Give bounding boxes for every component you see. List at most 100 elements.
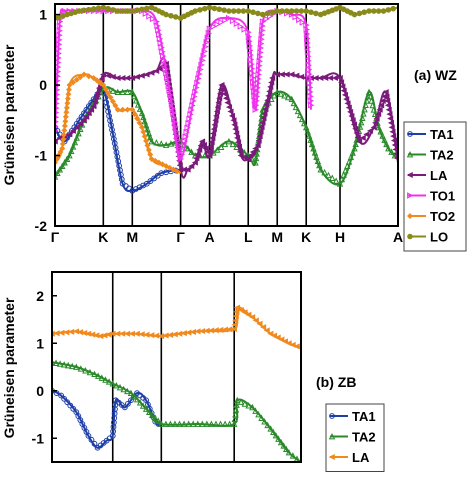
- data-point: [245, 28, 252, 36]
- data-point: [56, 22, 64, 30]
- data-point: [307, 97, 315, 105]
- data-point: [145, 129, 153, 137]
- data-point: [267, 330, 274, 337]
- data-point: [270, 332, 278, 339]
- data-point: [162, 332, 169, 339]
- data-point: [153, 67, 160, 74]
- data-point: [269, 74, 276, 82]
- data-point: [75, 129, 82, 137]
- data-point: [153, 18, 160, 25]
- y-tick-label: -1: [35, 148, 48, 164]
- data-point: [175, 142, 182, 149]
- data-point: [55, 91, 61, 98]
- data-point: [370, 106, 378, 113]
- data-point: [162, 141, 170, 148]
- data-point: [133, 330, 140, 337]
- x-symmetry-label: H: [335, 229, 345, 245]
- data-point: [252, 145, 259, 152]
- data-point: [256, 132, 263, 140]
- data-point: [339, 83, 346, 90]
- data-point: [196, 70, 203, 78]
- data-point: [226, 14, 233, 22]
- data-point: [288, 71, 295, 78]
- data-point: [350, 121, 357, 128]
- data-point: [179, 146, 187, 154]
- data-point: [235, 143, 242, 150]
- data-point: [162, 65, 169, 73]
- data-point: [231, 321, 238, 328]
- data-point: [133, 395, 141, 403]
- data-point: [202, 145, 209, 152]
- data-point: [158, 420, 165, 427]
- data-point: [185, 420, 192, 427]
- data-point: [81, 71, 87, 78]
- y-tick-label: -2: [35, 218, 48, 234]
- data-point: [134, 7, 140, 13]
- data-point: [255, 10, 261, 17]
- data-point: [93, 94, 100, 101]
- data-point: [82, 367, 89, 374]
- data-point: [259, 27, 266, 34]
- data-point: [196, 146, 203, 153]
- data-point: [58, 392, 65, 399]
- data-point: [381, 136, 388, 143]
- data-point: [61, 122, 68, 129]
- data-point: [180, 420, 188, 427]
- data-point: [61, 395, 68, 402]
- data-point: [130, 392, 138, 400]
- data-point: [304, 44, 312, 51]
- data-point: [188, 163, 195, 170]
- data-point: [201, 5, 208, 12]
- data-point: [201, 48, 208, 55]
- data-point: [93, 77, 100, 84]
- data-point: [140, 128, 147, 135]
- x-symmetry-label: K: [301, 229, 311, 245]
- data-point: [258, 40, 265, 47]
- data-point: [148, 69, 155, 76]
- data-point: [245, 8, 252, 14]
- legend-label: TA2: [352, 430, 376, 445]
- data-point: [366, 127, 374, 134]
- data-point: [216, 95, 223, 102]
- data-point: [288, 95, 295, 103]
- data-point: [219, 86, 226, 93]
- data-point: [109, 73, 116, 80]
- data-point: [256, 58, 263, 65]
- data-point: [55, 96, 60, 102]
- data-point: [338, 175, 346, 183]
- data-point: [389, 128, 396, 135]
- data-point: [384, 102, 391, 109]
- data-point: [232, 406, 240, 413]
- data-point: [352, 140, 359, 148]
- data-point: [365, 88, 373, 95]
- data-point: [124, 106, 131, 113]
- data-point: [171, 331, 178, 338]
- data-point: [359, 134, 366, 141]
- data-point: [356, 138, 363, 145]
- data-point: [164, 78, 172, 86]
- data-point: [114, 106, 121, 113]
- data-point: [345, 158, 353, 165]
- data-point: [167, 331, 174, 338]
- data-point: [170, 109, 177, 117]
- data-point: [125, 400, 131, 407]
- data-point: [379, 132, 386, 139]
- data-point: [145, 147, 152, 153]
- data-point: [131, 111, 138, 118]
- data-point: [194, 328, 201, 335]
- data-point: [83, 113, 90, 120]
- data-point: [252, 317, 259, 324]
- data-point: [155, 417, 162, 424]
- data-point: [248, 65, 256, 72]
- data-point: [148, 411, 156, 418]
- data-point: [306, 79, 314, 87]
- data-point: [73, 363, 80, 370]
- data-point: [148, 137, 155, 145]
- x-symmetry-label: A: [393, 229, 403, 245]
- data-point: [136, 119, 143, 126]
- data-point: [296, 16, 303, 24]
- data-point: [91, 98, 98, 105]
- data-point: [166, 164, 173, 171]
- data-point: [192, 8, 198, 14]
